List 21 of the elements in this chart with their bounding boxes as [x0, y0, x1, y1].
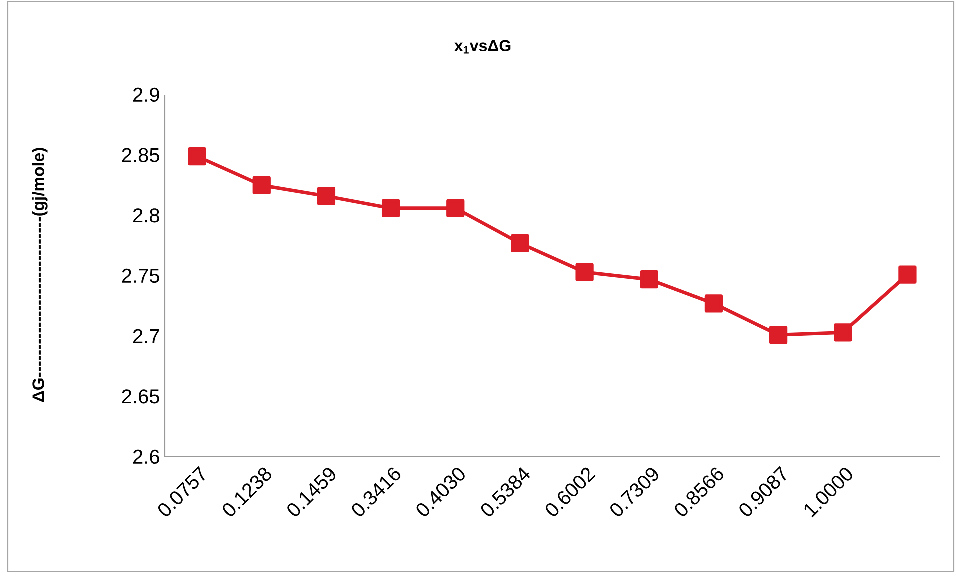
y-tick-label: 2.9 [134, 88, 160, 102]
y-tick-label: 2.75 [122, 268, 160, 284]
y-tick-label: 2.6 [134, 450, 160, 464]
point [576, 263, 594, 282]
point [252, 176, 271, 195]
point [188, 147, 206, 166]
chart-title: x$_{1}$vsΔG [454, 40, 511, 54]
point [382, 199, 400, 218]
point [704, 294, 724, 313]
point [640, 270, 658, 289]
point [511, 234, 530, 252]
point [898, 266, 917, 284]
point [317, 187, 336, 206]
point [834, 324, 852, 342]
y-tick-label: 2.8 [134, 208, 160, 223]
y-axis-title: ΔG-----------------------------(gj/mole) [32, 148, 48, 402]
point [769, 326, 788, 344]
y-tick-label: 2.85 [122, 148, 160, 162]
y-tick-label: 2.65 [122, 390, 160, 404]
point [446, 199, 465, 218]
y-tick-label: 2.7 [134, 329, 160, 344]
